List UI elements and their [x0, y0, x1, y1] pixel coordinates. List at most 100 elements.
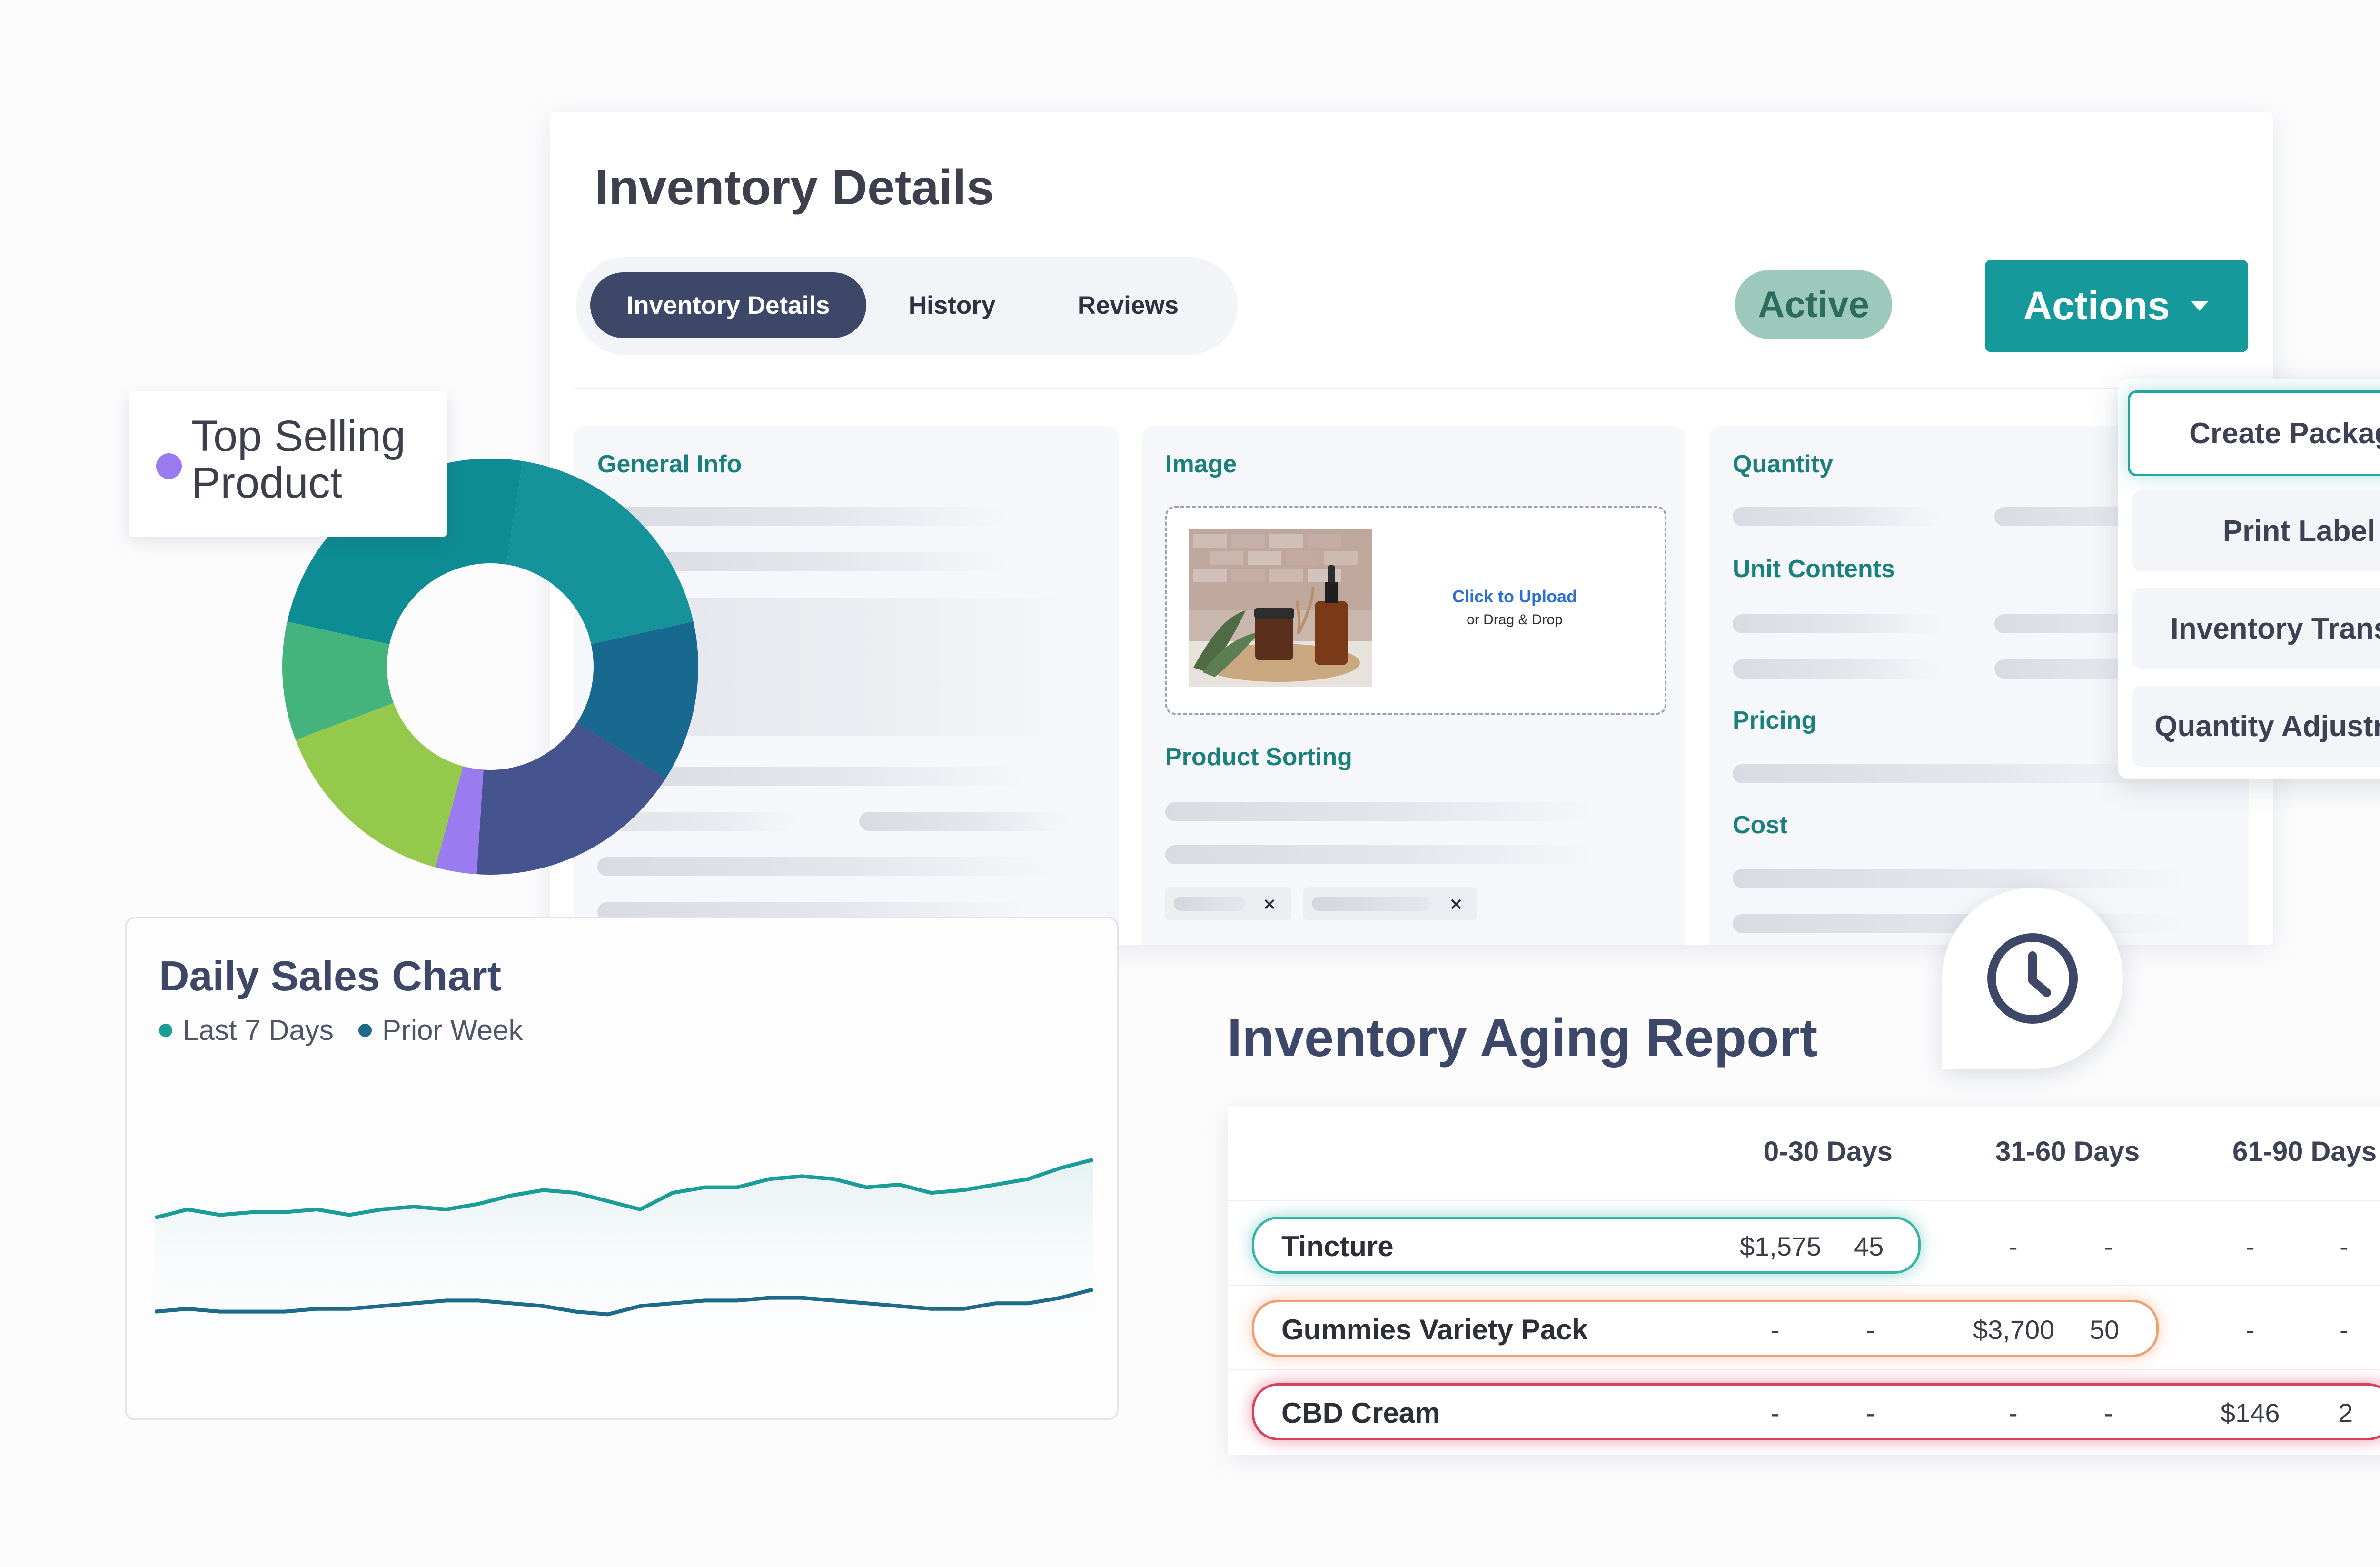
product-sorting-label: Product Sorting	[1165, 743, 1352, 771]
table-cell: -	[2340, 1231, 2349, 1261]
legend-dot	[156, 453, 182, 479]
donut-slice	[476, 722, 666, 875]
table-cell: $3,700	[1973, 1315, 2055, 1345]
placeholder-line	[859, 812, 1069, 831]
top-selling-title: Top Selling Product	[191, 413, 406, 506]
daily-sales-card: Daily Sales Chart Last 7 Days Prior Week	[125, 917, 1119, 1420]
donut-slice	[287, 459, 523, 644]
menu-item-quantity-adjustment[interactable]: Quantity Adjustment	[2132, 686, 2380, 767]
highlight-pill	[1252, 1300, 2159, 1357]
legend-label-prior-week: Prior Week	[382, 1014, 523, 1046]
row-name-tincture[interactable]: Tincture	[1281, 1230, 1394, 1262]
column-header-31-60: 31-60 Days	[1995, 1136, 2140, 1167]
actions-menu: Create Package Print Label Inventory Tra…	[2118, 379, 2380, 779]
page-title: Inventory Details	[595, 160, 994, 215]
table-cell: -	[1771, 1398, 1780, 1428]
highlight-pill	[1252, 1383, 2380, 1440]
table-cell: -	[1866, 1315, 1875, 1345]
tab-inventory-details[interactable]: Inventory Details	[590, 272, 866, 338]
daily-sales-title: Daily Sales Chart	[159, 952, 501, 999]
pricing-label: Pricing	[1733, 707, 1817, 734]
general-info-label: General Info	[597, 450, 742, 478]
menu-item-print-label[interactable]: Print Label	[2132, 490, 2380, 571]
donut-slice	[282, 621, 394, 740]
placeholder-line	[1733, 869, 2185, 888]
aging-report-title: Inventory Aging Report	[1227, 1008, 1818, 1068]
unit-contents-label: Unit Contents	[1733, 555, 1895, 583]
daily-sales-line-chart	[155, 1158, 1093, 1361]
highlight-pill	[1252, 1217, 1921, 1274]
top-selling-title-line1: Top Selling	[191, 412, 406, 460]
placeholder-line	[1165, 845, 1594, 864]
column-header-0-30: 0-30 Days	[1764, 1136, 1893, 1167]
table-cell: -	[2009, 1231, 2018, 1261]
placeholder-line	[1733, 764, 2185, 783]
placeholder-line	[1733, 507, 1942, 526]
top-selling-card: Top Selling Product	[129, 391, 447, 537]
donut-slice	[435, 766, 484, 875]
table-cell: 45	[1854, 1231, 1884, 1261]
chip-placeholder	[1312, 897, 1431, 911]
remove-chip-icon[interactable]	[1449, 898, 1463, 911]
table-cell: -	[2246, 1315, 2255, 1345]
donut-slice	[296, 703, 463, 868]
actions-button[interactable]: Actions	[1985, 260, 2248, 352]
clock-icon	[1987, 933, 2078, 1024]
tab-bar: Inventory Details History Reviews	[576, 257, 1238, 355]
placeholder-line	[597, 857, 1054, 876]
top-selling-donut-chart	[282, 459, 698, 875]
row-name-cbd-cream[interactable]: CBD Cream	[1281, 1397, 1440, 1429]
menu-item-inventory-transfer[interactable]: Inventory Transfer	[2132, 588, 2380, 669]
divider	[574, 388, 2249, 389]
tab-reviews[interactable]: Reviews	[1077, 291, 1179, 319]
table-cell: -	[2104, 1398, 2113, 1428]
legend-label-last-7-days: Last 7 Days	[183, 1014, 334, 1046]
row-divider	[1228, 1285, 2380, 1286]
row-divider	[1228, 1369, 2380, 1370]
upload-dropzone[interactable]: Click to Upload or Drag & Drop	[1165, 506, 1666, 715]
table-cell: -	[1771, 1315, 1780, 1345]
quantity-label: Quantity	[1733, 450, 1833, 478]
placeholder-line	[597, 507, 1007, 526]
menu-item-create-package[interactable]: Create Package	[2128, 390, 2380, 476]
upload-hint: or Drag & Drop	[1467, 612, 1563, 628]
donut-slice	[506, 461, 694, 644]
table-cell: -	[2340, 1315, 2349, 1345]
placeholder-line	[1733, 659, 1942, 679]
sort-chip[interactable]	[1303, 887, 1477, 920]
series-line-last-7-days	[155, 1158, 1093, 1220]
image-panel: Image	[1142, 426, 1685, 945]
product-photo	[1189, 529, 1372, 687]
table-cell: $1,575	[1740, 1231, 1822, 1261]
legend-dot	[358, 1023, 372, 1037]
donut-slice	[577, 621, 698, 779]
aging-report-table: 0-30 Days 31-60 Days 61-90 Days Tincture…	[1228, 1107, 2380, 1455]
row-divider	[1228, 1200, 2380, 1201]
table-cell: 50	[2090, 1315, 2120, 1345]
table-cell: -	[2104, 1231, 2113, 1261]
upload-link[interactable]: Click to Upload	[1452, 587, 1577, 606]
row-name-gummies-variety-pack[interactable]: Gummies Variety Pack	[1281, 1314, 1588, 1346]
column-header-61-90: 61-90 Days	[2232, 1136, 2377, 1167]
actions-label: Actions	[2023, 283, 2170, 328]
chart-legend: Last 7 Days Prior Week	[159, 1014, 523, 1047]
table-cell: 2	[2338, 1398, 2353, 1428]
series-line-prior-week	[155, 1288, 1093, 1317]
remove-chip-icon[interactable]	[1263, 898, 1276, 911]
sort-chip[interactable]	[1165, 887, 1291, 920]
inventory-details-card: Inventory Details Inventory Details Hist…	[550, 112, 2273, 945]
table-cell: -	[2246, 1231, 2255, 1261]
legend-dot	[159, 1023, 172, 1037]
clock-bubble	[1942, 888, 2123, 1069]
tab-history[interactable]: History	[908, 291, 996, 319]
caret-down-icon	[2191, 301, 2208, 311]
placeholder-line	[1165, 802, 1594, 821]
top-selling-title-line2: Product	[191, 459, 343, 507]
image-label: Image	[1165, 450, 1237, 478]
table-cell: -	[2009, 1398, 2018, 1428]
table-cell: -	[1866, 1398, 1875, 1428]
table-cell: $146	[2221, 1398, 2280, 1428]
chip-placeholder	[1174, 897, 1245, 911]
placeholder-line	[1733, 614, 1942, 633]
cost-label: Cost	[1733, 811, 1788, 839]
